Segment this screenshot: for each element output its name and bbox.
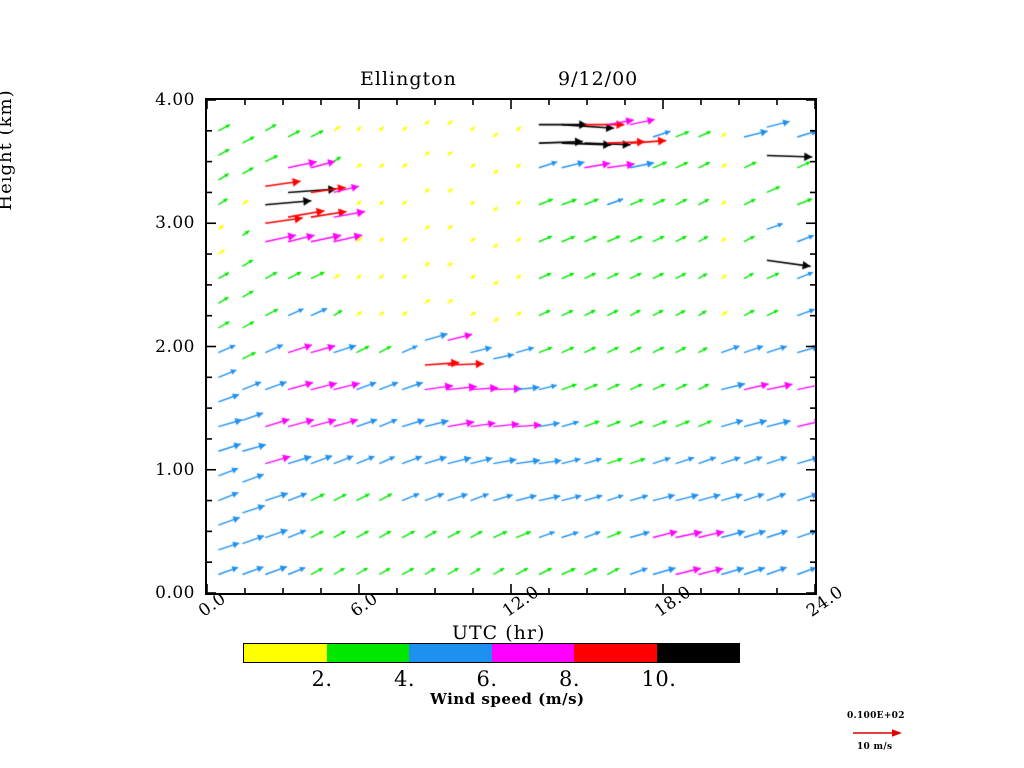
colorbar-segment bbox=[244, 644, 327, 662]
plot-title-station: Ellington bbox=[360, 68, 457, 90]
plot-area bbox=[205, 98, 817, 595]
y-tick-label: 1.00 bbox=[155, 459, 195, 480]
colorbar-tick-label: 8. bbox=[559, 667, 581, 691]
scale-key-arrow-icon bbox=[853, 729, 902, 737]
colorbar-segment bbox=[656, 644, 739, 662]
y-axis-label: Height (km) bbox=[0, 89, 16, 211]
y-tick-label: 4.00 bbox=[155, 90, 195, 110]
colorbar-label: Wind speed (m/s) bbox=[430, 690, 585, 708]
colorbar-tick-label: 10. bbox=[641, 667, 677, 691]
y-tick-label: 2.00 bbox=[155, 336, 195, 357]
plot-title-date: 9/12/00 bbox=[558, 68, 639, 90]
colorbar-tick-label: 6. bbox=[476, 667, 498, 691]
scale-key-units: 10 m/s bbox=[857, 742, 893, 752]
scale-key-value: 0.100E+02 bbox=[847, 711, 905, 721]
colorbar-segment bbox=[326, 644, 409, 662]
x-axis-label: UTC (hr) bbox=[452, 622, 546, 644]
y-tick-label: 3.00 bbox=[155, 213, 195, 234]
wind-vector-canvas bbox=[207, 100, 815, 593]
colorbar-tick-label: 4. bbox=[394, 667, 416, 691]
colorbar-segment bbox=[574, 644, 657, 662]
colorbar bbox=[243, 643, 740, 663]
colorbar-tick-label: 2. bbox=[311, 667, 333, 691]
colorbar-segment bbox=[409, 644, 492, 662]
y-tick-label: 0.00 bbox=[155, 583, 195, 603]
colorbar-segment bbox=[491, 644, 574, 662]
